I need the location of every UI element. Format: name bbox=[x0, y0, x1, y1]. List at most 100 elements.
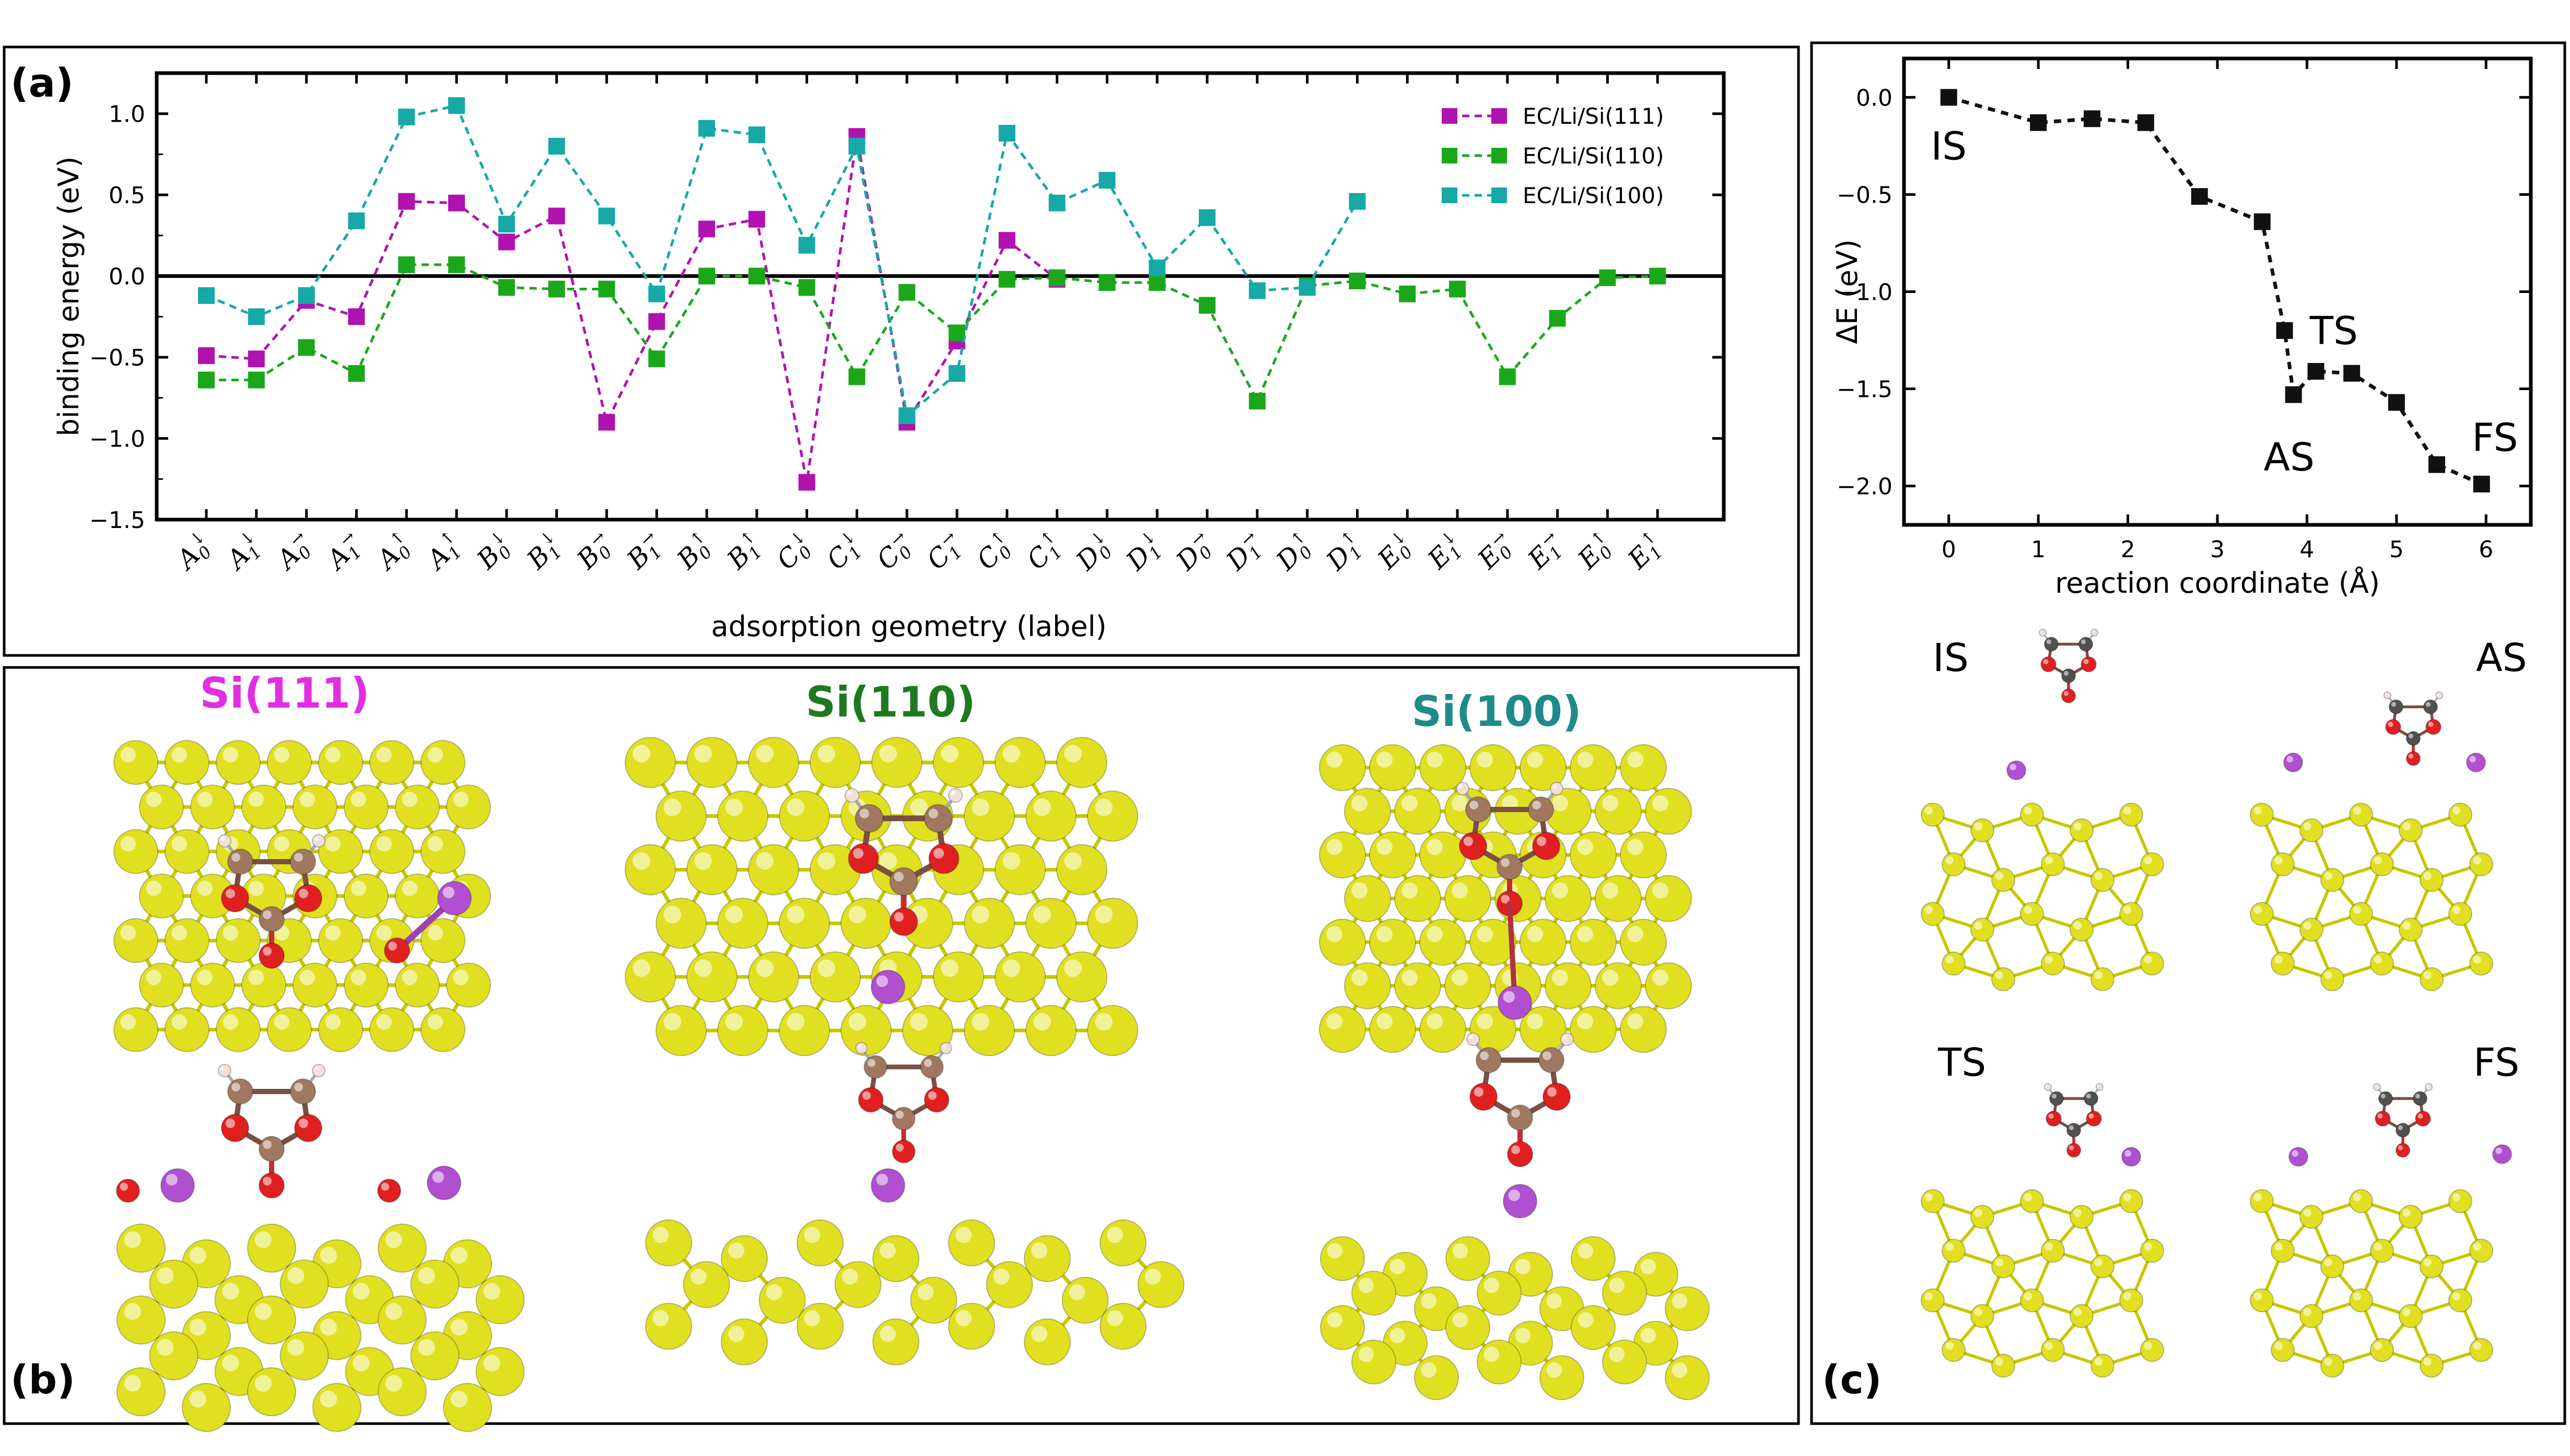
chart-a-category-label: E1↓ bbox=[1420, 526, 1471, 578]
si-atom-highlight bbox=[120, 747, 136, 763]
state-label-is: IS bbox=[1933, 636, 1969, 680]
si-atom-sphere bbox=[933, 951, 984, 1003]
si-atom-sphere bbox=[1419, 1006, 1466, 1053]
oxygen-atom-sphere bbox=[294, 884, 322, 912]
chart-a-data-point bbox=[648, 313, 665, 330]
si-atom bbox=[190, 784, 235, 830]
si-atom-highlight bbox=[2473, 1342, 2481, 1350]
si-atom bbox=[395, 784, 440, 830]
carbon-atom-highlight bbox=[294, 1083, 303, 1092]
si-atom-highlight bbox=[146, 969, 161, 985]
si-atom-sphere bbox=[2119, 902, 2143, 926]
si-atom-highlight bbox=[351, 791, 366, 807]
chart-a-category-label: A0↑ bbox=[368, 526, 420, 579]
si-atom-sphere bbox=[1570, 919, 1617, 966]
si-atom-highlight bbox=[1033, 799, 1051, 816]
carbon-atom-sphere bbox=[2066, 1122, 2082, 1138]
si-atom-sphere bbox=[1570, 744, 1617, 791]
si-atom-highlight bbox=[1327, 1312, 1342, 1328]
chart-a-data-point bbox=[248, 350, 265, 368]
chart-a-category-label: D0↑ bbox=[1269, 526, 1322, 579]
chart-a-category-label: C1→ bbox=[919, 526, 971, 578]
surface-title-si100: Si(100) bbox=[1411, 687, 1581, 736]
si-atom-highlight bbox=[171, 747, 187, 763]
si-atom-sphere bbox=[948, 1302, 995, 1350]
legend-label: EC/Li/Si(110) bbox=[1523, 143, 1664, 169]
si-atom-highlight bbox=[1326, 926, 1343, 943]
si-atom bbox=[1620, 919, 1667, 966]
si-atom-sphere bbox=[2020, 1288, 2044, 1312]
lithium-atom-sphere bbox=[160, 1168, 195, 1203]
si-atom-highlight bbox=[2324, 1357, 2332, 1366]
si-atom bbox=[139, 962, 184, 1008]
si-atom bbox=[420, 1007, 465, 1052]
hydrogen-atom-sphere bbox=[2095, 1083, 2104, 1091]
si-atom-highlight bbox=[120, 925, 136, 941]
chart-c-ytick-label: −2.0 bbox=[1837, 474, 1893, 500]
si-atom-highlight bbox=[1326, 752, 1343, 768]
si-atom-sphere bbox=[1025, 1005, 1077, 1056]
si-atom-sphere bbox=[2448, 1189, 2472, 1213]
si-atom bbox=[1419, 919, 1466, 966]
si-atom-sphere bbox=[1087, 1005, 1138, 1056]
carbon-atom-sphere bbox=[290, 1078, 316, 1105]
si-atom bbox=[683, 1261, 730, 1308]
si-atom-highlight bbox=[728, 1242, 744, 1259]
si-atom-sphere bbox=[165, 740, 209, 785]
si-atom bbox=[165, 918, 209, 964]
si-atom-sphere bbox=[840, 897, 892, 949]
chart-c-data-point bbox=[2191, 188, 2208, 205]
si-atom-highlight bbox=[2353, 806, 2361, 815]
chart-a-data-point bbox=[949, 365, 965, 382]
si-atom-highlight bbox=[2423, 1258, 2432, 1266]
lithium-atom-sphere bbox=[427, 1166, 461, 1200]
si-atom-highlight bbox=[120, 836, 136, 852]
chart-a-plot-frame bbox=[155, 71, 1726, 522]
si-atom bbox=[964, 897, 1015, 949]
hydrogen-atom-sphere bbox=[312, 834, 325, 848]
si-atom bbox=[1024, 1318, 1071, 1366]
lithium-atom-sphere bbox=[1503, 1184, 1537, 1218]
si-atom-sphere bbox=[1344, 788, 1391, 835]
si-atom bbox=[2020, 1189, 2044, 1213]
si-atom-sphere bbox=[2020, 1189, 2044, 1213]
hydrogen-atom-sphere bbox=[1550, 782, 1563, 795]
si-atom-sphere bbox=[293, 962, 337, 1008]
si-atom-sphere bbox=[1469, 744, 1516, 791]
chart-a-data-point bbox=[848, 368, 866, 385]
si-atom bbox=[139, 784, 184, 830]
carbon-atom-sphere bbox=[1538, 1047, 1564, 1073]
si-atom bbox=[2349, 1189, 2373, 1213]
si-atom-highlight bbox=[1974, 1208, 1982, 1217]
si-atom-sphere bbox=[1351, 1340, 1396, 1384]
si-atom-highlight bbox=[1578, 1243, 1593, 1259]
si-atom-highlight bbox=[2045, 955, 2053, 964]
si-atom-highlight bbox=[2423, 1357, 2432, 1366]
si-atom-highlight bbox=[972, 906, 989, 923]
chart-a-data-point bbox=[198, 347, 215, 364]
si-atom-sphere bbox=[1571, 1305, 1616, 1350]
chart-a-data-point bbox=[548, 280, 565, 298]
si-atom-sphere bbox=[420, 740, 465, 785]
si-atom-highlight bbox=[972, 799, 989, 816]
hydrogen-atom bbox=[948, 788, 963, 803]
chart-c-data-point bbox=[2253, 213, 2271, 230]
chart-a-category-label: E0↑ bbox=[1570, 526, 1621, 578]
oxygen-atom-sphere bbox=[2081, 656, 2097, 673]
oxygen-atom bbox=[1507, 1141, 1533, 1167]
oxygen-atom-highlight bbox=[1536, 836, 1546, 846]
hydrogen-atom-sphere bbox=[2043, 1083, 2052, 1091]
si-atom-highlight bbox=[1577, 1013, 1594, 1030]
panel-a-label: (a) bbox=[10, 60, 74, 106]
oxygen-atom-highlight bbox=[1511, 1145, 1521, 1155]
si-atom-sphere bbox=[797, 1219, 844, 1266]
si-atom-sphere bbox=[2140, 1239, 2164, 1263]
chart-a-data-point bbox=[1599, 269, 1616, 286]
si-atom-sphere bbox=[1645, 962, 1692, 1009]
si-atom bbox=[1444, 962, 1491, 1009]
si-atom-highlight bbox=[1995, 872, 2003, 880]
si-atom bbox=[2370, 852, 2394, 876]
si-atom bbox=[1351, 1271, 1396, 1316]
si-atom-sphere bbox=[113, 918, 158, 964]
si-atom-highlight bbox=[652, 1227, 669, 1243]
